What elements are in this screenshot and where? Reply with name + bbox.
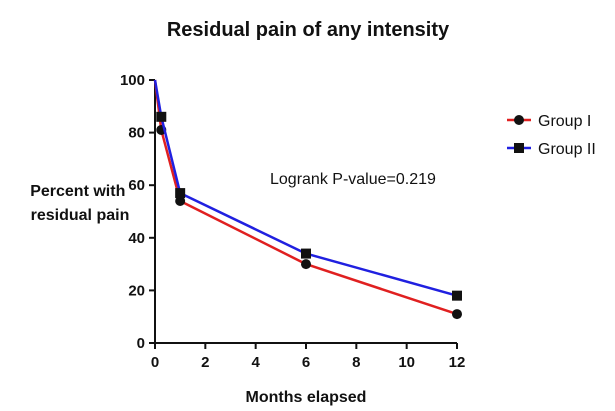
- y-tick-label: 80: [128, 125, 145, 142]
- x-tick-label: 2: [201, 354, 209, 371]
- data-point: [175, 195, 186, 206]
- x-tick-label: 12: [449, 354, 466, 371]
- chart-title: Residual pain of any intensity: [167, 19, 450, 41]
- ticks: 0 20 40 60 80 100 0 2 4 6 8 10 12: [120, 72, 465, 371]
- legend-marker: [514, 143, 524, 153]
- y-axis-label: Percent with residual pain: [30, 183, 130, 224]
- y-tick-label: 0: [137, 335, 145, 352]
- y-tick-label: 40: [128, 230, 145, 247]
- legend-entry: Group II: [507, 141, 596, 158]
- legend-marker: [514, 115, 524, 125]
- series-line: [153, 79, 458, 316]
- legend: Group I Group II: [507, 113, 596, 158]
- y-tick-label: 60: [128, 177, 145, 194]
- series-2: [153, 79, 462, 301]
- legend-label: Group II: [538, 141, 596, 158]
- series-layer: [153, 79, 462, 320]
- y-tick-label: 100: [120, 72, 145, 89]
- y-axis-label-line-2: residual pain: [31, 207, 130, 224]
- x-tick-label: 10: [398, 354, 415, 371]
- y-axis-label-line-1: Percent with: [30, 183, 125, 200]
- data-point: [301, 259, 311, 270]
- y-tick-label: 20: [128, 282, 145, 299]
- logrank-annotation: Logrank P-value=0.219: [270, 171, 436, 188]
- data-point: [301, 248, 311, 259]
- x-tick-label: 4: [251, 354, 260, 371]
- legend-entry: Group I: [507, 113, 591, 130]
- x-tick-label: 6: [302, 354, 310, 371]
- data-point: [452, 290, 462, 301]
- legend-label: Group I: [538, 113, 591, 130]
- data-point: [452, 309, 462, 320]
- x-axis-label: Months elapsed: [246, 389, 367, 406]
- x-tick-label: 0: [151, 354, 159, 371]
- data-point: [156, 111, 167, 122]
- x-tick-label: 8: [352, 354, 360, 371]
- data-point: [175, 188, 186, 199]
